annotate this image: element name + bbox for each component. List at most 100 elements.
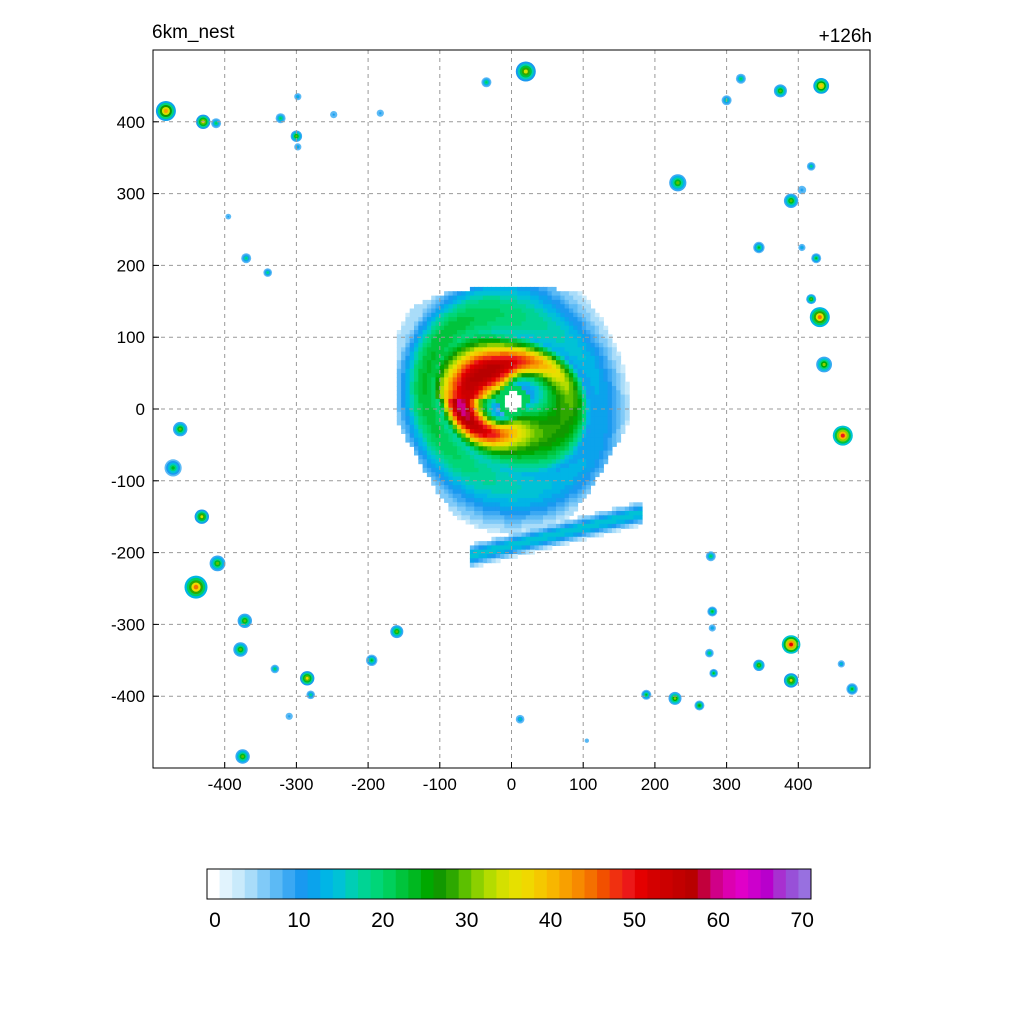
field-pixel	[586, 450, 591, 456]
field-pixel	[568, 321, 574, 327]
cell-ring	[200, 515, 204, 519]
field-pixel	[435, 476, 441, 482]
field-pixel	[431, 411, 437, 417]
field-pixel	[530, 541, 535, 546]
field-pixel	[512, 312, 518, 318]
field-pixel	[508, 502, 514, 508]
field-pixel	[534, 355, 540, 361]
colorbar-swatch	[647, 869, 661, 899]
field-pixel	[504, 390, 510, 396]
field-pixel	[426, 424, 432, 430]
field-pixel	[599, 463, 604, 469]
field-pixel	[551, 403, 557, 409]
field-pixel	[512, 463, 518, 469]
field-pixel	[448, 506, 454, 512]
cell-ring	[485, 81, 488, 84]
field-pixel	[530, 506, 535, 512]
field-pixel	[426, 455, 432, 460]
colorbar-swatch	[433, 869, 447, 899]
field-pixel	[551, 286, 557, 292]
field-pixel	[521, 493, 527, 499]
field-pixel	[607, 390, 613, 396]
field-pixel	[590, 338, 596, 344]
field-pixel	[439, 446, 445, 452]
field-pixel	[465, 416, 471, 422]
field-pixel	[581, 334, 587, 340]
field-pixel	[426, 398, 432, 404]
field-pixel	[586, 330, 591, 335]
field-pixel	[577, 493, 583, 499]
field-pixel	[560, 411, 566, 417]
field-pixel	[487, 511, 492, 516]
colorbar-swatch	[219, 869, 233, 899]
field-pixel	[517, 317, 523, 322]
field-pixel	[465, 330, 471, 335]
field-pixel	[556, 291, 561, 297]
y-tick-label: -200	[111, 544, 145, 563]
field-pixel	[521, 368, 527, 374]
field-pixel	[556, 364, 561, 370]
field-pixel	[556, 334, 561, 340]
field-pixel	[538, 377, 544, 383]
field-pixel	[581, 463, 587, 469]
colorbar-swatch	[420, 869, 434, 899]
field-pixel	[439, 480, 445, 486]
field-pixel	[461, 459, 467, 465]
field-pixel	[435, 437, 441, 443]
field-pixel	[594, 424, 600, 430]
field-pixel	[426, 330, 432, 335]
field-pixel	[525, 386, 531, 391]
field-pixel	[573, 291, 579, 297]
field-pixel	[568, 485, 574, 490]
field-pixel	[461, 364, 467, 370]
field-pixel	[534, 433, 540, 439]
field-pixel	[556, 368, 561, 374]
field-pixel	[521, 532, 527, 538]
field-pixel	[568, 528, 574, 534]
field-pixel	[577, 515, 583, 521]
field-pixel	[482, 511, 488, 516]
field-pixel	[444, 407, 449, 413]
field-pixel	[512, 523, 518, 529]
field-pixel	[590, 394, 596, 400]
field-pixel	[590, 386, 596, 391]
field-pixel	[603, 368, 609, 374]
field-pixel	[577, 381, 583, 387]
field-pixel	[517, 472, 523, 478]
field-pixel	[409, 420, 415, 426]
colorbar-swatch	[332, 869, 346, 899]
colorbar-tick-label: 50	[623, 909, 646, 932]
field-pixel	[495, 472, 501, 478]
field-pixel	[603, 523, 609, 529]
field-pixel	[396, 381, 402, 387]
field-pixel	[525, 489, 531, 495]
field-pixel	[504, 467, 510, 473]
field-pixel	[491, 476, 497, 482]
field-pixel	[461, 338, 467, 344]
field-pixel	[534, 403, 540, 409]
field-pixel	[590, 381, 596, 387]
field-pixel	[586, 373, 591, 378]
field-pixel	[607, 377, 613, 383]
field-pixel	[487, 476, 492, 482]
field-pixel	[401, 321, 406, 327]
field-pixel	[581, 407, 587, 413]
field-pixel	[495, 347, 501, 353]
field-pixel	[547, 317, 553, 322]
field-pixel	[474, 515, 480, 521]
field-pixel	[590, 467, 596, 473]
field-pixel	[577, 360, 583, 366]
field-pixel	[396, 342, 402, 348]
field-pixel	[594, 403, 600, 409]
field-pixel	[426, 317, 432, 322]
field-pixel	[452, 317, 458, 322]
field-pixel	[448, 360, 454, 366]
field-pixel	[616, 351, 622, 357]
field-pixel	[469, 398, 475, 404]
colorbar-swatch	[370, 869, 384, 899]
field-pixel	[491, 368, 497, 374]
field-pixel	[607, 420, 613, 426]
cell-ring	[711, 627, 713, 629]
field-pixel	[452, 351, 458, 357]
field-pixel	[401, 407, 406, 413]
